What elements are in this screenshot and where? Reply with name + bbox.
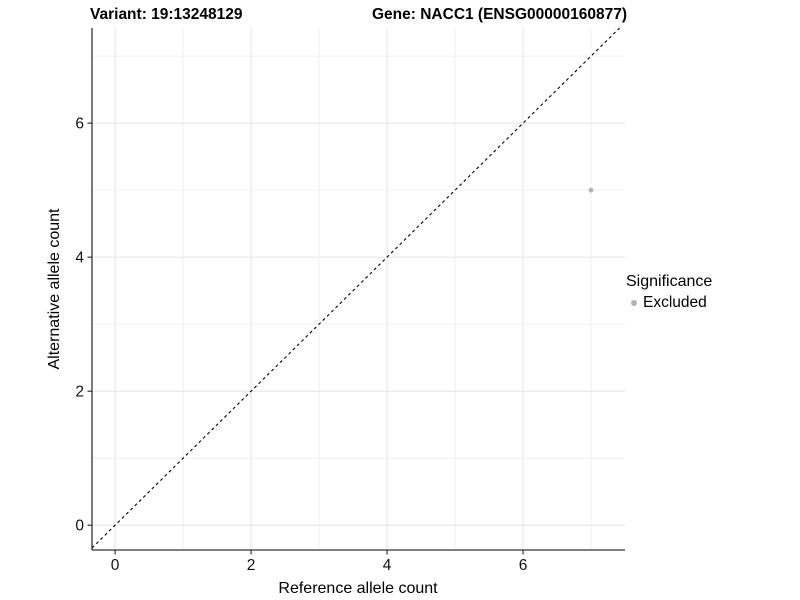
legend-item-label: Excluded: [643, 294, 707, 311]
x-tick-label: 4: [383, 557, 392, 574]
legend-item-excluded: Excluded: [626, 294, 712, 312]
identity-dashed-line: [91, 27, 620, 549]
y-tick-label: 2: [75, 384, 84, 401]
y-tick-label: 0: [75, 518, 84, 535]
gene-title: Gene: NACC1 (ENSG00000160877): [372, 6, 628, 23]
x-tick-label: 2: [247, 557, 256, 574]
excluded-point-icon: [631, 300, 637, 306]
legend-title: Significance: [626, 273, 713, 290]
x-tick-label: 6: [519, 557, 528, 574]
data-point: [588, 187, 594, 193]
legend: Significance Excluded: [626, 272, 712, 312]
y-tick-label: 6: [75, 116, 84, 133]
x-tick-label: 0: [111, 557, 120, 574]
variant-title: Variant: 19:13248129: [90, 6, 243, 23]
y-tick-label: 4: [75, 250, 84, 267]
x-axis-title: Reference allele count: [278, 580, 438, 597]
y-axis-title: Alternative allele count: [46, 208, 63, 370]
